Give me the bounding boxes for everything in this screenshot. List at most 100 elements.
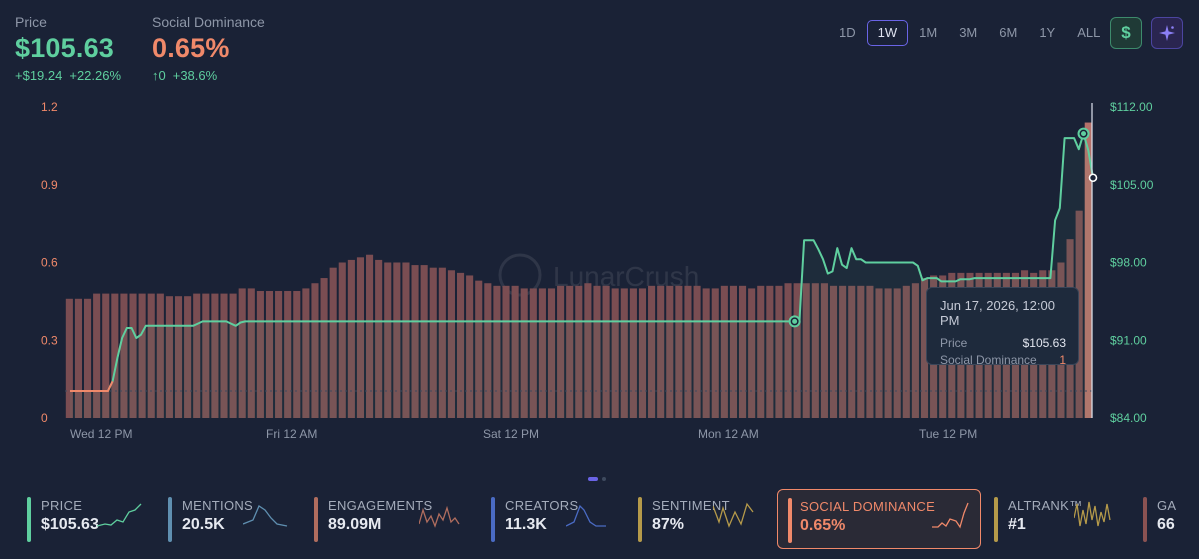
price-marker-dot	[792, 318, 798, 324]
metric-name: ALTRANK™	[1008, 498, 1083, 513]
carousel-dot-active[interactable]	[588, 477, 598, 481]
dominance-bar	[811, 283, 819, 418]
dominance-value: 0.65%	[152, 33, 230, 63]
ai-assistant-button[interactable]	[1151, 17, 1183, 49]
dominance-bar	[275, 291, 283, 418]
dominance-bar	[775, 285, 783, 418]
dominance-bar	[648, 285, 656, 418]
dominance-bar	[329, 267, 337, 418]
metric-card-price[interactable]: PRICE $105.63	[27, 489, 147, 549]
x-axis-tick: Wed 12 PM	[70, 427, 132, 441]
price-label: Price	[15, 14, 47, 30]
price-area	[70, 133, 1093, 418]
dominance-bar	[320, 278, 328, 418]
price-line	[70, 132, 1094, 392]
dominance-bar	[147, 293, 155, 418]
dominance-bar	[784, 283, 792, 418]
crosshair-point	[1088, 173, 1098, 183]
dominance-bar	[193, 293, 201, 418]
dominance-bar	[829, 285, 838, 418]
metric-card-ga[interactable]: GA 66	[1143, 489, 1199, 549]
metric-value: 20.5K	[182, 516, 225, 533]
right-axis-tick: $112.00	[1110, 100, 1153, 114]
range-button-all[interactable]: ALL	[1077, 25, 1101, 40]
dominance-bar	[584, 283, 592, 418]
dominance-bar	[211, 293, 219, 418]
range-button-1m[interactable]: 1M	[919, 25, 938, 40]
dominance-bar	[229, 293, 237, 418]
dominance-bar	[284, 291, 292, 418]
tooltip-price-row: Price $105.63	[940, 336, 1066, 350]
range-button-3m[interactable]: 3M	[959, 25, 978, 40]
metric-sparkline	[97, 503, 142, 527]
dominance-bar	[593, 285, 601, 418]
dominance-bar	[265, 291, 274, 418]
dominance-bar	[702, 288, 710, 418]
dominance-bar	[238, 288, 246, 418]
dominance-bar	[420, 265, 428, 418]
dominance-bar	[638, 288, 647, 418]
dominance-bar	[129, 293, 137, 418]
metric-card-creators[interactable]: CREATORS 11.3K	[491, 489, 616, 549]
dominance-bar	[456, 272, 465, 418]
metric-card-engagements[interactable]: ENGAGEMENTS 89.09M	[314, 489, 469, 549]
dominance-bar	[675, 285, 683, 418]
metric-name: MENTIONS	[182, 498, 254, 513]
dominance-bar	[438, 267, 446, 418]
dominance-bar	[311, 283, 319, 418]
dominance-bar	[102, 293, 110, 418]
price-change-pct: +22.26%	[69, 68, 122, 83]
dominance-bar	[302, 288, 310, 418]
tooltip-dominance-row: Social Dominance 1	[940, 353, 1066, 367]
metric-color-bar	[1143, 497, 1147, 542]
metric-sparkline	[932, 502, 969, 529]
dominance-header: Social Dominance 0.65% ↑0 +38.6%	[152, 14, 265, 83]
dominance-bar	[720, 285, 728, 418]
dominance-bar	[511, 285, 519, 418]
dominance-bar	[202, 293, 210, 418]
dominance-bar	[602, 285, 610, 418]
dominance-bar	[729, 285, 738, 418]
metric-value: 11.3K	[505, 516, 547, 533]
dominance-bar	[766, 285, 774, 418]
dominance-bar	[393, 262, 401, 418]
dominance-bar	[65, 298, 73, 418]
dominance-bar	[748, 288, 756, 418]
dominance-bar	[839, 285, 847, 418]
range-button-1w[interactable]: 1W	[866, 20, 909, 46]
dominance-bar	[757, 285, 765, 418]
left-axis-tick: 0	[41, 411, 48, 425]
metric-card-mentions[interactable]: MENTIONS 20.5K	[168, 489, 293, 549]
metric-sparkline	[419, 505, 460, 528]
dominance-bar	[138, 293, 146, 418]
range-button-1d[interactable]: 1D	[839, 25, 856, 40]
metric-card-altrank[interactable]: ALTRANK™ #1	[994, 489, 1124, 549]
dominance-change-abs: ↑0	[152, 68, 166, 83]
price-dominance-chart[interactable]: LunarCrush00.30.60.91.2$84.00$91.00$98.0…	[0, 95, 1199, 445]
tooltip-date: Jun 17, 2026, 12:00 PM	[940, 298, 1055, 328]
dominance-bar	[875, 288, 883, 418]
dominance-bar	[920, 278, 929, 418]
metric-card-sentiment[interactable]: SENTIMENT 87%	[638, 489, 763, 549]
range-button-1y[interactable]: 1Y	[1039, 25, 1056, 40]
price-change-abs: +$19.24	[15, 68, 63, 83]
metric-color-bar	[491, 497, 495, 542]
dominance-bar	[711, 288, 719, 418]
right-axis-tick: $84.00	[1110, 411, 1147, 425]
dominance-bar	[366, 254, 374, 418]
metric-color-bar	[314, 497, 318, 542]
dominance-bar	[83, 298, 92, 418]
dominance-bar	[739, 285, 747, 418]
range-button-6m[interactable]: 6M	[999, 25, 1018, 40]
dominance-bar	[848, 285, 856, 418]
dominance-bar	[620, 288, 628, 418]
right-axis-tick: $91.00	[1110, 333, 1147, 347]
dominance-bar	[902, 285, 910, 418]
left-axis-tick: 1.2	[41, 100, 58, 114]
metric-color-bar	[788, 498, 792, 543]
right-axis-tick: $105.00	[1110, 178, 1154, 192]
currency-toggle-button[interactable]: $	[1110, 17, 1142, 49]
carousel-dot[interactable]	[602, 477, 606, 481]
price-marker-dot	[1081, 131, 1087, 137]
metric-card-social-dominance[interactable]: SOCIAL DOMINANCE 0.65%	[777, 489, 981, 549]
